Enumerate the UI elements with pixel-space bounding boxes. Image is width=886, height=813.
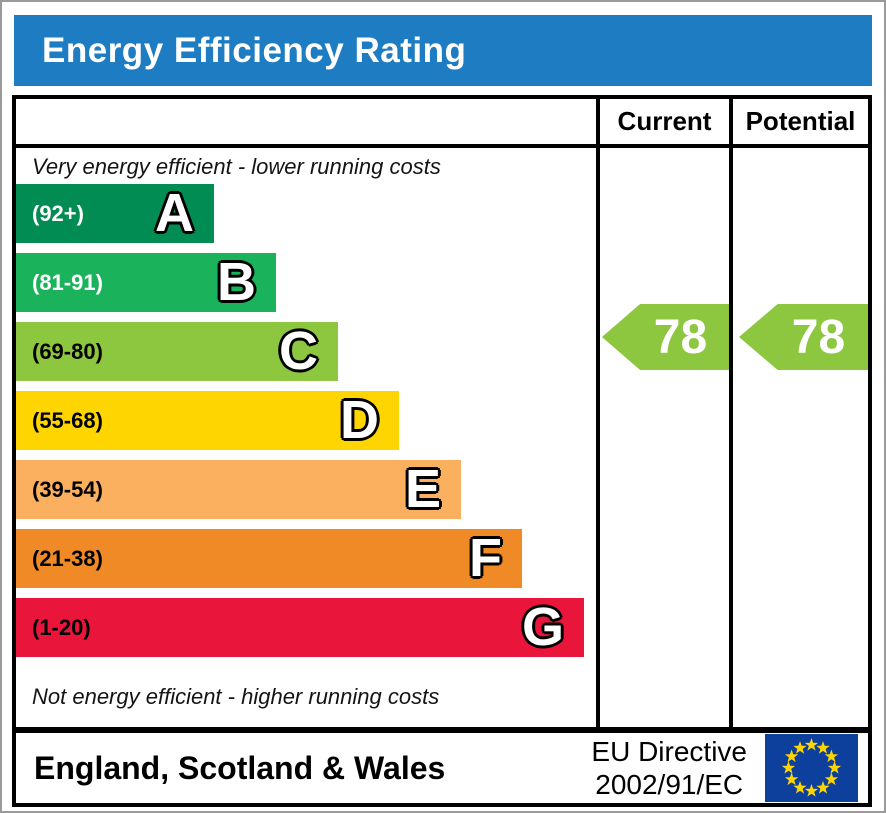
band-d: (55-68) D [16,391,399,450]
eu-flag-icon [765,734,858,802]
band-letter: A [155,183,194,243]
column-divider-potential [729,99,733,727]
column-header-current: Current [617,106,712,136]
band-range-label: (39-54) [32,476,103,502]
band-letter: B [217,252,256,312]
band-letter: C [279,321,318,381]
potential-rating-value: 78 [791,310,846,364]
column-divider-current [596,99,600,727]
band-range-label: (81-91) [32,269,103,295]
rating-table: Current Potential Very energy efficient … [12,95,872,731]
top-note: Very energy efficient - lower running co… [32,154,441,179]
bottom-note: Not energy efficient - higher running co… [32,684,440,709]
band-letter: D [340,390,379,450]
eu-directive-label: EU Directive 2002/91/EC [591,735,747,801]
band-range-label: (69-80) [32,338,103,364]
band-b: (81-91) B [16,253,276,312]
band-f: (21-38) F [16,529,522,588]
band-range-label: (21-38) [32,545,103,571]
band-letter: G [521,597,564,657]
region-label: England, Scotland & Wales [34,750,446,786]
band-g: (1-20) G [16,598,584,657]
current-rating-value: 78 [653,310,708,364]
column-header-potential: Potential [745,106,856,136]
footer: England, Scotland & Wales EU Directive 2… [12,729,872,807]
bands-container: (92+) A (81-91) B (69-80) C (55-68) D (39-54) E (2… [16,99,868,727]
band-letter: F [469,528,502,588]
header-divider [16,144,868,148]
band-range-label: (55-68) [32,407,103,433]
band-e: (39-54) E [16,460,461,519]
title-bar: Energy Efficiency Rating [14,15,872,86]
band-c: (69-80) C [16,322,338,381]
band-a: (92+) A [16,184,214,243]
page-title: Energy Efficiency Rating [42,30,467,70]
eu-directive-line2: 2002/91/EC [595,769,744,800]
eu-directive-line1: EU Directive [591,736,747,767]
band-letter: E [404,459,441,519]
band-range-label: (92+) [32,200,84,226]
band-range-label: (1-20) [32,614,91,640]
